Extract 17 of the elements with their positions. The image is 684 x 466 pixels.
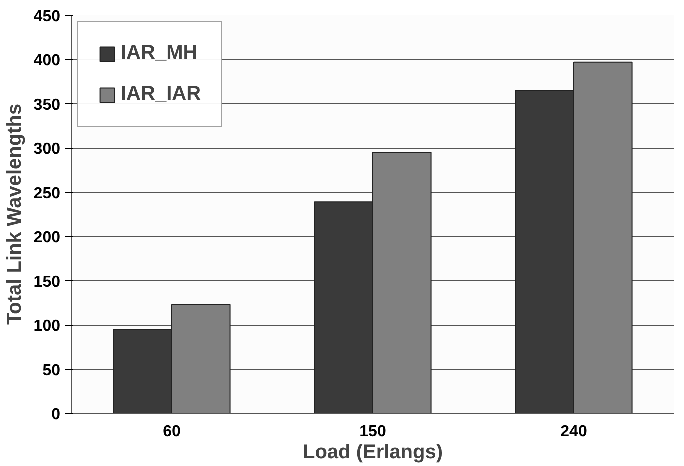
- y-tick-label: 200: [34, 230, 61, 247]
- legend-label: IAR_IAR: [121, 83, 202, 106]
- y-tick-label: 100: [34, 318, 61, 336]
- y-tick-label: 400: [34, 52, 61, 70]
- y-tick-label: 350: [34, 96, 61, 114]
- x-tick-label: 60: [163, 424, 181, 440]
- x-axis-title: Load (Erlangs): [302, 442, 444, 464]
- y-tick-label: 250: [34, 185, 61, 202]
- y-axis-title: Total Link Wavelengths: [4, 104, 26, 326]
- y-tick-label: 50: [42, 362, 61, 380]
- legend-label: IAR_MH: [121, 42, 198, 65]
- y-tick-label: 0: [52, 406, 61, 424]
- y-tick-label: 450: [34, 8, 61, 26]
- y-tick-label: 300: [34, 141, 61, 158]
- x-tick-label: 150: [360, 424, 386, 440]
- y-tick-label: 150: [34, 274, 61, 291]
- x-tick-label: 240: [560, 424, 588, 440]
